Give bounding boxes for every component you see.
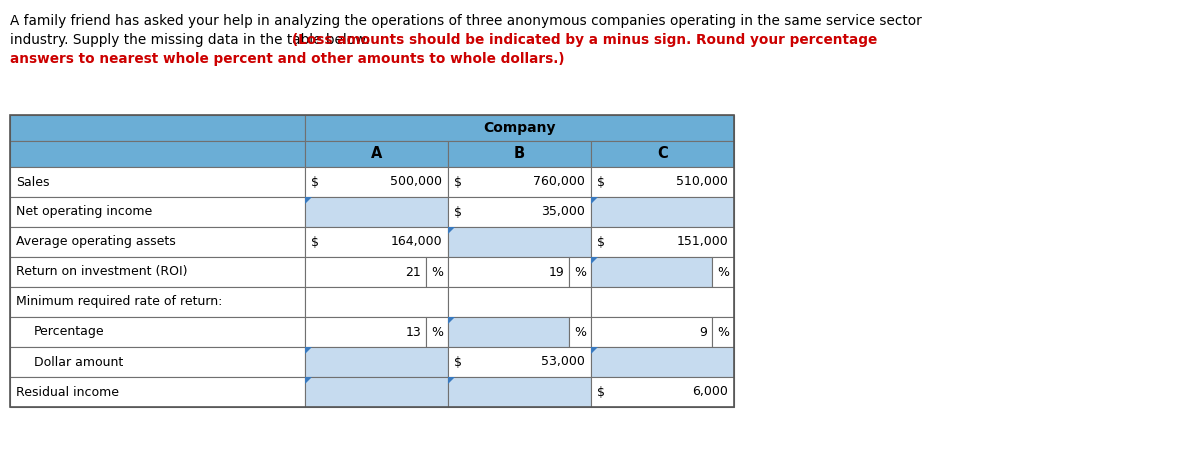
Polygon shape [592, 347, 598, 354]
Text: %: % [431, 326, 443, 339]
Bar [448, 257, 569, 287]
Text: 760,000: 760,000 [533, 176, 586, 188]
Bar [592, 287, 734, 317]
Text: C: C [658, 146, 668, 162]
Text: %: % [574, 326, 586, 339]
Text: %: % [718, 326, 730, 339]
Text: A: A [371, 146, 382, 162]
Bar [10, 167, 305, 197]
Bar [592, 317, 712, 347]
Bar [592, 141, 734, 167]
Bar [569, 257, 592, 287]
Text: Dollar amount: Dollar amount [34, 355, 124, 369]
Text: industry. Supply the missing data in the table below:: industry. Supply the missing data in the… [10, 33, 374, 47]
Text: 510,000: 510,000 [676, 176, 728, 188]
Bar [10, 287, 305, 317]
Bar [448, 197, 592, 227]
Text: Residual income: Residual income [16, 385, 119, 399]
Bar [305, 115, 734, 141]
Text: Company: Company [484, 121, 556, 135]
Text: Minimum required rate of return:: Minimum required rate of return: [16, 296, 222, 309]
Polygon shape [305, 347, 312, 354]
Bar [10, 197, 305, 227]
Bar [305, 227, 448, 257]
Bar [305, 377, 448, 407]
Bar [10, 115, 305, 141]
Polygon shape [448, 227, 455, 234]
Bar [592, 227, 734, 257]
Bar [305, 287, 448, 317]
Bar [10, 377, 305, 407]
Text: %: % [431, 266, 443, 279]
Text: Return on investment (ROI): Return on investment (ROI) [16, 266, 187, 279]
Bar [10, 317, 305, 347]
Text: 35,000: 35,000 [541, 206, 586, 219]
Text: $: $ [311, 176, 319, 188]
Text: Percentage: Percentage [34, 326, 104, 339]
Text: 164,000: 164,000 [390, 236, 442, 249]
Text: 500,000: 500,000 [390, 176, 442, 188]
Bar [305, 141, 448, 167]
Bar [10, 115, 734, 407]
Text: 151,000: 151,000 [677, 236, 728, 249]
Text: $: $ [454, 206, 462, 219]
Bar [10, 141, 305, 167]
Text: $: $ [454, 355, 462, 369]
Bar [448, 141, 592, 167]
Polygon shape [448, 317, 455, 324]
Bar [448, 317, 569, 347]
Text: $: $ [454, 176, 462, 188]
Text: Sales: Sales [16, 176, 49, 188]
Bar [592, 257, 712, 287]
Bar [10, 227, 305, 257]
Text: %: % [574, 266, 586, 279]
Bar [448, 167, 592, 197]
Polygon shape [448, 377, 455, 384]
Text: B: B [514, 146, 526, 162]
Text: (Loss amounts should be indicated by a minus sign. Round your percentage: (Loss amounts should be indicated by a m… [292, 33, 877, 47]
Bar [592, 197, 734, 227]
Bar [305, 317, 426, 347]
Bar [592, 167, 734, 197]
Text: 6,000: 6,000 [692, 385, 728, 399]
Bar [448, 377, 592, 407]
Text: $: $ [598, 385, 605, 399]
Text: answers to nearest whole percent and other amounts to whole dollars.): answers to nearest whole percent and oth… [10, 52, 564, 66]
Bar [448, 287, 592, 317]
Polygon shape [305, 377, 312, 384]
Text: $: $ [598, 176, 605, 188]
Bar [305, 257, 426, 287]
Polygon shape [592, 197, 598, 204]
Bar [305, 167, 448, 197]
Text: Average operating assets: Average operating assets [16, 236, 175, 249]
Text: 53,000: 53,000 [541, 355, 586, 369]
Text: Net operating income: Net operating income [16, 206, 152, 219]
Text: A family friend has asked your help in analyzing the operations of three anonymo: A family friend has asked your help in a… [10, 14, 922, 28]
Text: 21: 21 [406, 266, 421, 279]
Polygon shape [305, 197, 312, 204]
Bar [448, 347, 592, 377]
Bar [426, 257, 448, 287]
Text: %: % [718, 266, 730, 279]
Bar [448, 227, 592, 257]
Text: 19: 19 [548, 266, 564, 279]
Text: 13: 13 [406, 326, 421, 339]
Bar [592, 377, 734, 407]
Polygon shape [592, 257, 598, 264]
Bar [426, 317, 448, 347]
Bar [305, 347, 448, 377]
Text: $: $ [598, 236, 605, 249]
Bar [569, 317, 592, 347]
Bar [592, 347, 734, 377]
Text: $: $ [311, 236, 319, 249]
Bar [10, 347, 305, 377]
Bar [10, 257, 305, 287]
Bar [712, 257, 734, 287]
Text: 9: 9 [700, 326, 707, 339]
Bar [712, 317, 734, 347]
Bar [305, 197, 448, 227]
